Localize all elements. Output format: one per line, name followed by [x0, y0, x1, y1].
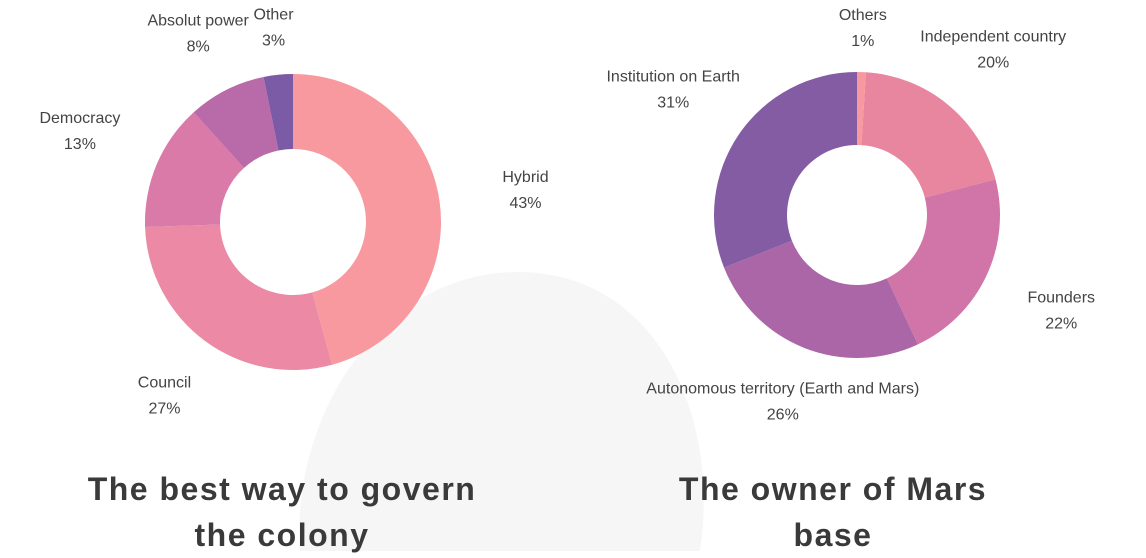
slice-label: Others — [839, 7, 887, 24]
slice — [857, 72, 866, 146]
slice-value-label: 8% — [187, 39, 210, 56]
slice-label: Founders — [1027, 289, 1095, 306]
slice-value-label: 13% — [64, 136, 96, 153]
slice-label: Other — [254, 7, 295, 24]
slice-value-label: 27% — [148, 401, 180, 418]
slice — [861, 72, 996, 198]
slice — [714, 72, 857, 268]
slice-label: Independent country — [920, 29, 1066, 46]
slice-value-label: 20% — [977, 55, 1009, 72]
slice — [263, 74, 293, 151]
slice — [293, 74, 441, 365]
slice-value-label: 22% — [1045, 315, 1077, 332]
slice-value-label: 3% — [262, 33, 285, 50]
slice-value-label: 31% — [657, 94, 689, 111]
slice — [886, 179, 1000, 345]
slice — [193, 76, 279, 168]
slice-label: Council — [138, 375, 191, 392]
slice-label: Autonomous territory (Earth and Mars) — [646, 381, 919, 398]
slice — [724, 240, 918, 358]
chart-title: The best way to govern the colony — [87, 471, 477, 553]
slice-value-label: 1% — [851, 33, 874, 50]
slice-value-label: 43% — [509, 195, 541, 212]
slice-label: Democracy — [39, 110, 120, 127]
slice-label: Hybrid — [502, 169, 548, 186]
slice — [145, 224, 333, 370]
slice-value-label: 26% — [767, 407, 799, 424]
slice — [144, 112, 245, 227]
chart-title: The owner of Mars base — [678, 471, 988, 553]
slice-label: Absolut power — [147, 13, 249, 30]
slice-label: Institution on Earth — [606, 68, 739, 85]
background-blob — [299, 271, 704, 551]
